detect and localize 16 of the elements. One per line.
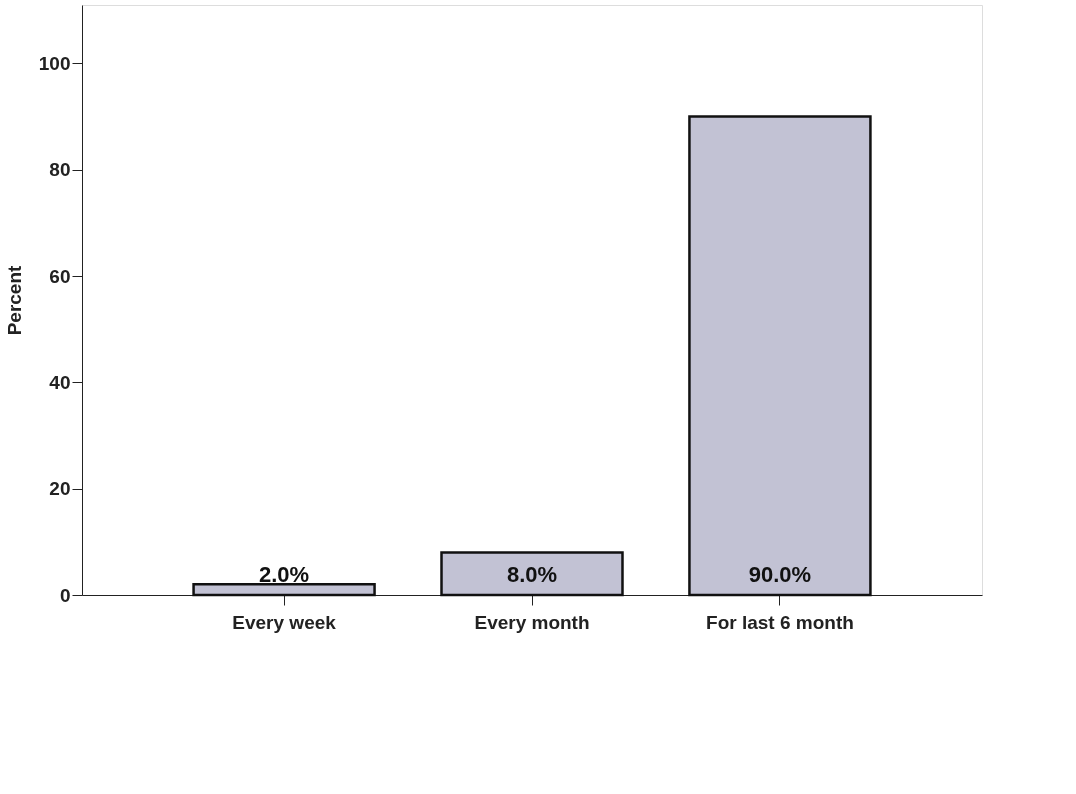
y-tick-label: 100 — [38, 52, 71, 74]
data-label: 90.0% — [748, 562, 812, 587]
bar — [688, 115, 872, 597]
x-tick-label: Every week — [232, 611, 337, 633]
y-tick-label: 0 — [59, 584, 71, 606]
data-label: 2.0% — [258, 562, 310, 587]
y-tick-label: 40 — [49, 371, 71, 393]
bar — [440, 551, 624, 597]
y-tick-label: 80 — [49, 159, 71, 181]
y-axis-title: Percent — [3, 264, 25, 336]
y-tick-label: 20 — [49, 478, 71, 500]
x-tick-label: Every month — [474, 611, 590, 633]
bar — [192, 583, 376, 597]
y-tick-label: 60 — [49, 265, 71, 287]
x-tick-label: For last 6 month — [706, 611, 854, 633]
data-label: 8.0% — [506, 562, 558, 587]
